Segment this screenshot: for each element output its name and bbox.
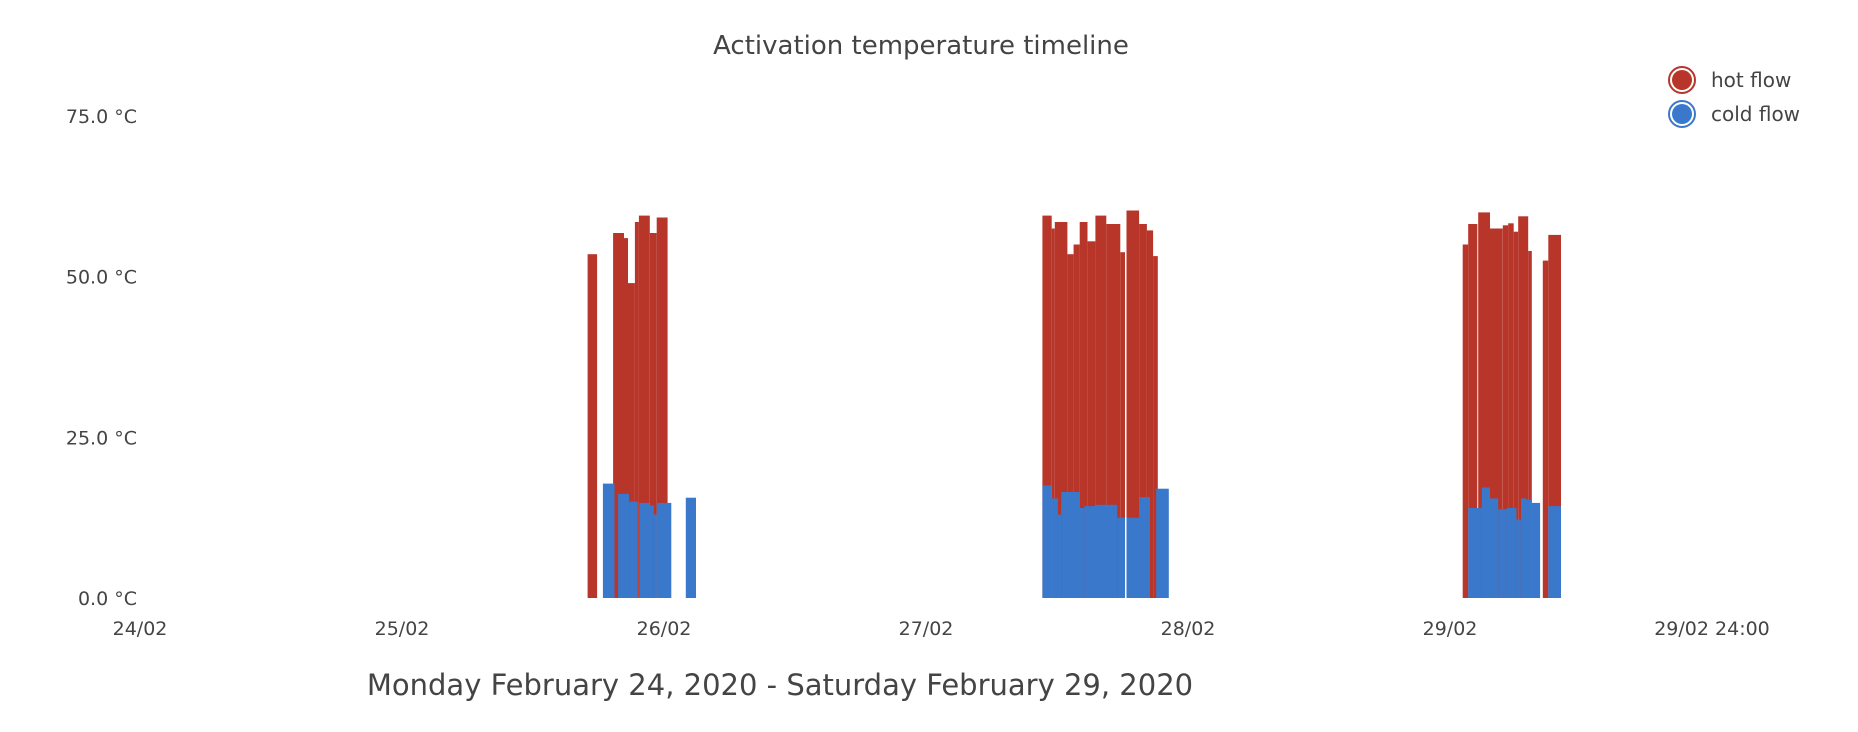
cold-flow-bar[interactable] [1084,506,1096,598]
cold-flow-bar[interactable] [1498,509,1507,598]
cold-flow-bar[interactable] [618,493,629,598]
cold-flow-bar[interactable] [1548,506,1561,598]
y-tick-label: 0.0 °C [78,588,137,610]
legend-item-hot-flow[interactable]: hot flow [1668,66,1791,94]
hot-flow-bar[interactable] [1079,222,1088,598]
hot-flow-bar[interactable] [587,254,598,598]
hot-flow-bar[interactable] [634,222,639,598]
x-axis-ticks: 24/02 25/02 26/02 27/02 28/02 29/02 29/02 24:0… [113,618,1770,640]
hot-flow-bar[interactable] [1073,244,1080,599]
cold-flow-bar[interactable] [1526,499,1532,598]
cold-flow-bar[interactable] [653,514,657,599]
x-tick-label: 26/02 [637,618,692,640]
legend-label: hot flow [1711,68,1791,92]
cold-flow-bar[interactable] [602,483,615,598]
hot-flow-bar[interactable] [1095,215,1107,598]
x-tick-label: 29/02 24:00 [1654,618,1770,640]
cold-flow-bar[interactable] [1468,508,1482,598]
hot-flow-bar[interactable] [1542,260,1549,598]
hot-flow-bar[interactable] [1042,215,1052,598]
cold-flow-bar[interactable] [1126,517,1140,598]
hot-flow-bar[interactable] [656,217,668,599]
y-tick-label: 75.0 °C [66,106,137,128]
cold-flow-bar[interactable] [1531,502,1541,598]
hot-flow-bar[interactable] [613,233,624,598]
legend-marker [1672,70,1692,90]
cold-flow-bar[interactable] [1042,485,1052,599]
hot-flow-bar[interactable] [638,215,650,598]
x-tick-label: 24/02 [113,618,168,640]
legend[interactable]: hot flow cold flow [1668,66,1800,128]
hot-flow-bar[interactable] [1087,241,1096,599]
cold-flow-bar[interactable] [1156,488,1169,598]
hot-flow-bar[interactable] [1502,225,1509,599]
cold-flow-bar[interactable] [1061,492,1080,598]
y-axis-ticks: 0.0 °C 25.0 °C 50.0 °C 75.0 °C [66,106,137,610]
cold-flow-bar[interactable] [1051,498,1058,598]
hot-flow-bar[interactable] [1528,251,1532,598]
cold-flow-bar[interactable] [649,505,654,599]
hot-flow-bar[interactable] [1146,230,1154,598]
hot-flow-bar[interactable] [1106,224,1121,598]
cold-flow-series[interactable] [602,483,1561,599]
cold-flow-bar[interactable] [1506,508,1517,598]
cold-flow-bar[interactable] [1490,498,1499,598]
hot-flow-bar[interactable] [1067,254,1074,598]
hot-flow-bar[interactable] [1462,244,1469,599]
hot-flow-bar[interactable] [1120,252,1125,598]
hot-flow-bar[interactable] [1153,256,1158,598]
cold-flow-bar[interactable] [1139,497,1150,598]
hot-flow-bar[interactable] [1478,212,1490,598]
cold-flow-bar[interactable] [1521,498,1527,598]
x-tick-label: 29/02 [1423,618,1478,640]
x-axis-title: Monday February 24, 2020 - Saturday Febr… [367,668,1193,702]
hot-flow-bar[interactable] [1468,224,1478,598]
cold-flow-bar[interactable] [1117,517,1125,598]
cold-flow-bar[interactable] [1057,514,1062,599]
cold-flow-bar[interactable] [629,501,638,598]
cold-flow-bar[interactable] [656,502,672,598]
hot-flow-bar[interactable] [1513,231,1519,598]
x-tick-label: 27/02 [899,618,954,640]
x-tick-label: 25/02 [375,618,430,640]
x-tick-label: 28/02 [1161,618,1216,640]
hot-flow-bar[interactable] [1518,216,1529,599]
cold-flow-bar[interactable] [1481,487,1490,599]
hot-flow-bar[interactable] [1051,228,1055,599]
y-tick-label: 50.0 °C [66,267,137,289]
cold-flow-bar[interactable] [1516,519,1521,598]
hot-flow-bar[interactable] [649,233,657,598]
chart-title: Activation temperature timeline [713,31,1129,61]
hot-flow-bar[interactable] [628,283,635,598]
cold-flow-bar[interactable] [1079,508,1085,598]
hot-flow-bar[interactable] [1139,224,1147,598]
cold-flow-bar[interactable] [1095,504,1118,598]
cold-flow-bar[interactable] [639,502,650,598]
hot-flow-bar[interactable] [1126,210,1140,599]
cold-flow-bar[interactable] [685,497,696,598]
legend-item-cold-flow[interactable]: cold flow [1668,100,1800,128]
legend-marker [1672,104,1692,124]
hot-flow-bar[interactable] [1508,223,1514,599]
y-tick-label: 25.0 °C [66,427,137,449]
legend-label: cold flow [1711,102,1800,126]
hot-flow-bar[interactable] [624,238,628,598]
